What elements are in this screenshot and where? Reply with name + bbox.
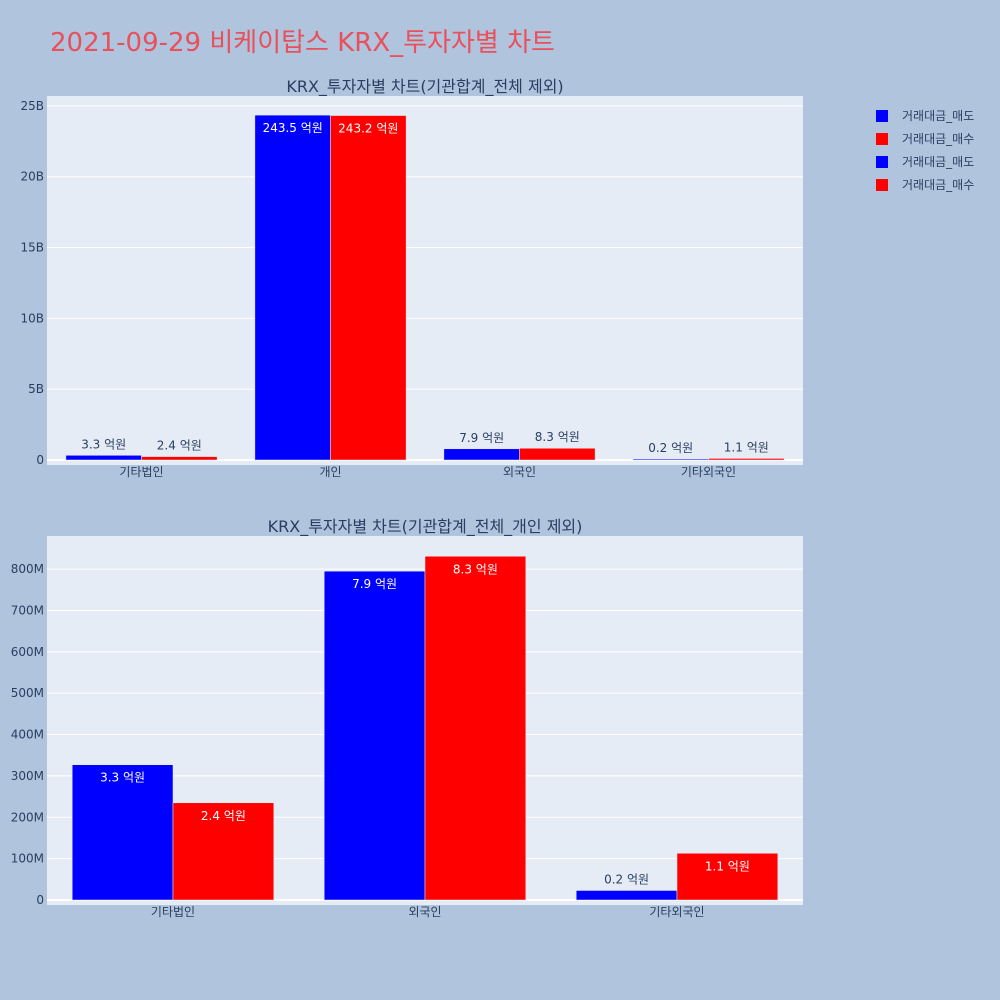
y-tick-label: 300M — [11, 769, 44, 783]
y-tick-label: 0 — [36, 453, 44, 467]
data-label: 1.1 억원 — [724, 440, 769, 454]
page-title: 2021-09-29 비케이탑스 KRX_투자자별 차트 — [50, 28, 555, 58]
bar — [519, 447, 596, 461]
legend-item[interactable]: 거래대금_매수 — [876, 127, 974, 150]
legend-item[interactable]: 거래대금_매수 — [876, 173, 974, 196]
y-tick-label: 700M — [11, 603, 44, 617]
x-tick-label: 기타법인 — [119, 465, 163, 479]
legend-item[interactable]: 거래대금_매도 — [876, 104, 974, 127]
bar — [708, 458, 785, 461]
data-label: 8.3 억원 — [453, 562, 498, 576]
bar — [330, 115, 407, 461]
data-label: 243.2 억원 — [338, 122, 398, 136]
data-label: 8.3 억원 — [535, 430, 580, 444]
y-tick-label: 500M — [11, 686, 44, 700]
x-tick-label: 기타법인 — [151, 905, 195, 919]
y-tick-label: 25B — [20, 99, 44, 113]
legend-item[interactable]: 거래대금_매도 — [876, 150, 974, 173]
plot-area — [47, 96, 803, 465]
x-tick-label: 외국인 — [408, 905, 441, 919]
chart-title: KRX_투자자별 차트(기관합계_전체_개인 제외) — [268, 517, 583, 537]
data-label: 7.9 억원 — [459, 431, 504, 445]
y-tick-label: 15B — [20, 241, 44, 255]
x-tick-label: 기타외국인 — [681, 465, 736, 479]
data-label: 3.3 억원 — [81, 437, 126, 451]
data-label: 0.2 억원 — [648, 441, 693, 455]
legend-label: 거래대금_매수 — [902, 132, 975, 146]
y-tick-label: 20B — [20, 170, 44, 184]
x-tick-label: 외국인 — [503, 465, 536, 479]
bar — [71, 764, 174, 901]
legend-label: 거래대금_매수 — [902, 178, 975, 192]
bar — [65, 455, 142, 461]
bar — [141, 456, 218, 461]
legend-swatch-icon — [876, 109, 888, 122]
data-label: 7.9 억원 — [352, 577, 397, 591]
bar — [254, 114, 331, 461]
x-tick-label: 개인 — [319, 465, 341, 479]
legend: 거래대금_매도 거래대금_매수 거래대금_매도 거래대금_매수 — [876, 104, 974, 196]
legend-swatch-icon — [876, 155, 888, 168]
bar — [172, 802, 275, 901]
data-label: 243.5 억원 — [263, 121, 323, 135]
legend-label: 거래대금_매도 — [902, 155, 975, 169]
chart-title: KRX_투자자별 차트(기관합계_전체 제외) — [286, 77, 563, 97]
data-label: 3.3 억원 — [100, 771, 145, 785]
x-tick-label: 기타외국인 — [649, 905, 704, 919]
legend-swatch-icon — [876, 178, 888, 191]
legend-label: 거래대금_매도 — [902, 109, 975, 123]
data-label: 1.1 억원 — [705, 859, 750, 873]
y-tick-label: 5B — [28, 382, 44, 396]
bar — [632, 458, 709, 461]
bar — [443, 448, 520, 461]
y-tick-label: 400M — [11, 728, 44, 742]
legend-swatch-icon — [876, 132, 888, 145]
bar — [323, 570, 426, 901]
bar — [575, 890, 678, 901]
data-label: 2.4 억원 — [157, 439, 202, 453]
y-tick-label: 0 — [36, 893, 44, 907]
y-tick-label: 100M — [11, 852, 44, 866]
data-label: 0.2 억원 — [604, 872, 649, 886]
y-tick-label: 200M — [11, 810, 44, 824]
bar — [676, 853, 779, 901]
data-label: 2.4 억원 — [201, 809, 246, 823]
y-tick-label: 800M — [11, 562, 44, 576]
y-tick-label: 600M — [11, 645, 44, 659]
y-tick-label: 10B — [20, 311, 44, 325]
bar — [424, 556, 527, 901]
